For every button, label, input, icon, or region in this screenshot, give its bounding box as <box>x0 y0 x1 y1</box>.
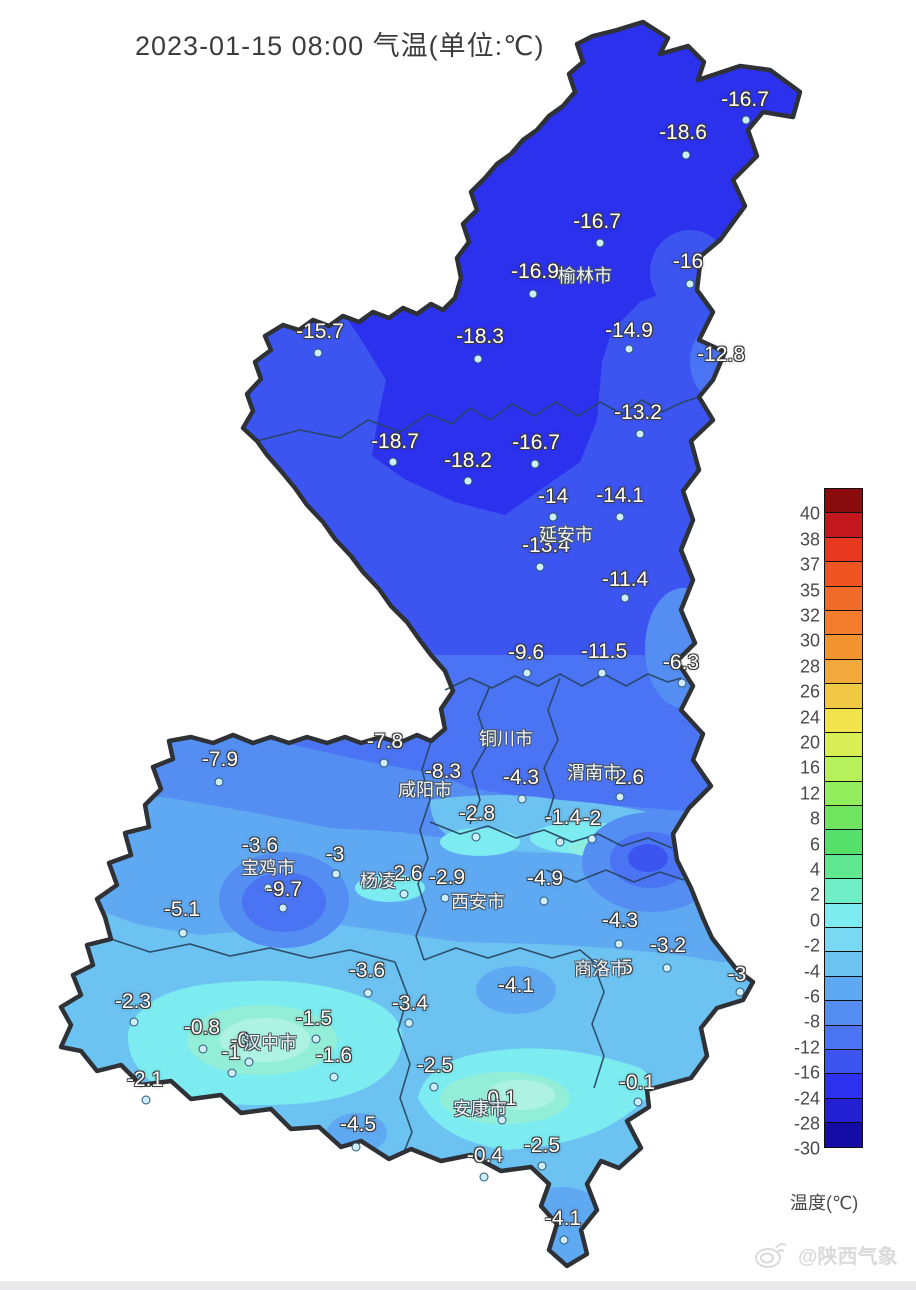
legend-tick-label: -2 <box>803 935 820 956</box>
legend-tick-label: 35 <box>799 580 820 601</box>
legend-tick-label: 8 <box>809 808 820 829</box>
legend-color-box <box>824 756 863 782</box>
weibo-icon <box>755 1243 787 1268</box>
legend-color-box <box>824 805 863 831</box>
legend-color-box <box>824 683 863 709</box>
legend-tick-label: 24 <box>799 707 820 728</box>
legend-tick-label: -6 <box>803 986 820 1007</box>
legend-tick-label: 2 <box>809 884 820 905</box>
legend-color-box <box>824 878 863 904</box>
legend-title: 温度(℃) <box>790 1193 859 1213</box>
legend-tick-label: -12 <box>793 1037 820 1058</box>
legend-color-box <box>824 951 863 977</box>
legend-tick-label: -30 <box>793 1138 820 1159</box>
legend-color-box <box>824 658 863 685</box>
map-title: 2023-01-15 08:00 气温(单位:℃) <box>135 31 545 61</box>
legend-color-box <box>824 536 863 563</box>
legend-color-box <box>824 561 863 587</box>
legend-tick-label: -4 <box>803 961 820 982</box>
legend-tick-label: -8 <box>803 1011 820 1032</box>
province-outline <box>58 19 803 1269</box>
legend-color-box <box>824 1000 863 1026</box>
legend-color-box <box>824 1122 863 1148</box>
legend-color-box <box>824 731 863 758</box>
legend-color-box <box>824 1073 863 1099</box>
legend-color-box <box>824 780 863 807</box>
legend-color-box <box>824 609 863 636</box>
legend-tick-label: 28 <box>799 656 820 677</box>
legend-color-box <box>824 1097 863 1124</box>
legend-tick-label: -28 <box>793 1113 820 1134</box>
legend-color-box <box>824 585 863 611</box>
legend-color-box <box>824 707 863 733</box>
legend-color-box <box>824 902 863 929</box>
watermark: @陕西气象 <box>752 1238 898 1270</box>
legend-tick-label: 20 <box>799 732 820 753</box>
legend-tick-label: 6 <box>809 834 820 855</box>
legend-tick-label: 26 <box>799 681 820 702</box>
legend-color-box <box>824 1048 863 1075</box>
legend-color-box <box>824 975 863 1002</box>
prefecture-borders <box>110 396 700 1153</box>
legend-tick-label: 38 <box>799 529 820 550</box>
legend-color-box <box>824 829 863 855</box>
watermark-text: @陕西气象 <box>798 1245 898 1268</box>
legend-color-box <box>824 1024 863 1050</box>
legend-tick-label: 12 <box>799 783 820 804</box>
legend-color-scale <box>824 488 863 1148</box>
legend-tick-label: 4 <box>809 859 820 880</box>
bottom-bar <box>0 1281 916 1290</box>
legend-tick-label: 37 <box>799 554 820 575</box>
legend-color-box <box>824 853 863 880</box>
legend-tick-label: 32 <box>799 605 820 626</box>
legend-color-box <box>824 488 863 514</box>
legend-color-box <box>824 512 863 538</box>
legend-tick-label: 16 <box>799 757 820 778</box>
legend-tick-label: 0 <box>809 910 820 931</box>
legend-tick-label: -24 <box>793 1088 820 1109</box>
legend-tick-label: -16 <box>793 1062 820 1083</box>
legend-color-box <box>824 927 863 953</box>
legend-tick-label: 30 <box>799 630 820 651</box>
legend-tick-label: 40 <box>799 503 820 524</box>
legend-color-box <box>824 634 863 660</box>
